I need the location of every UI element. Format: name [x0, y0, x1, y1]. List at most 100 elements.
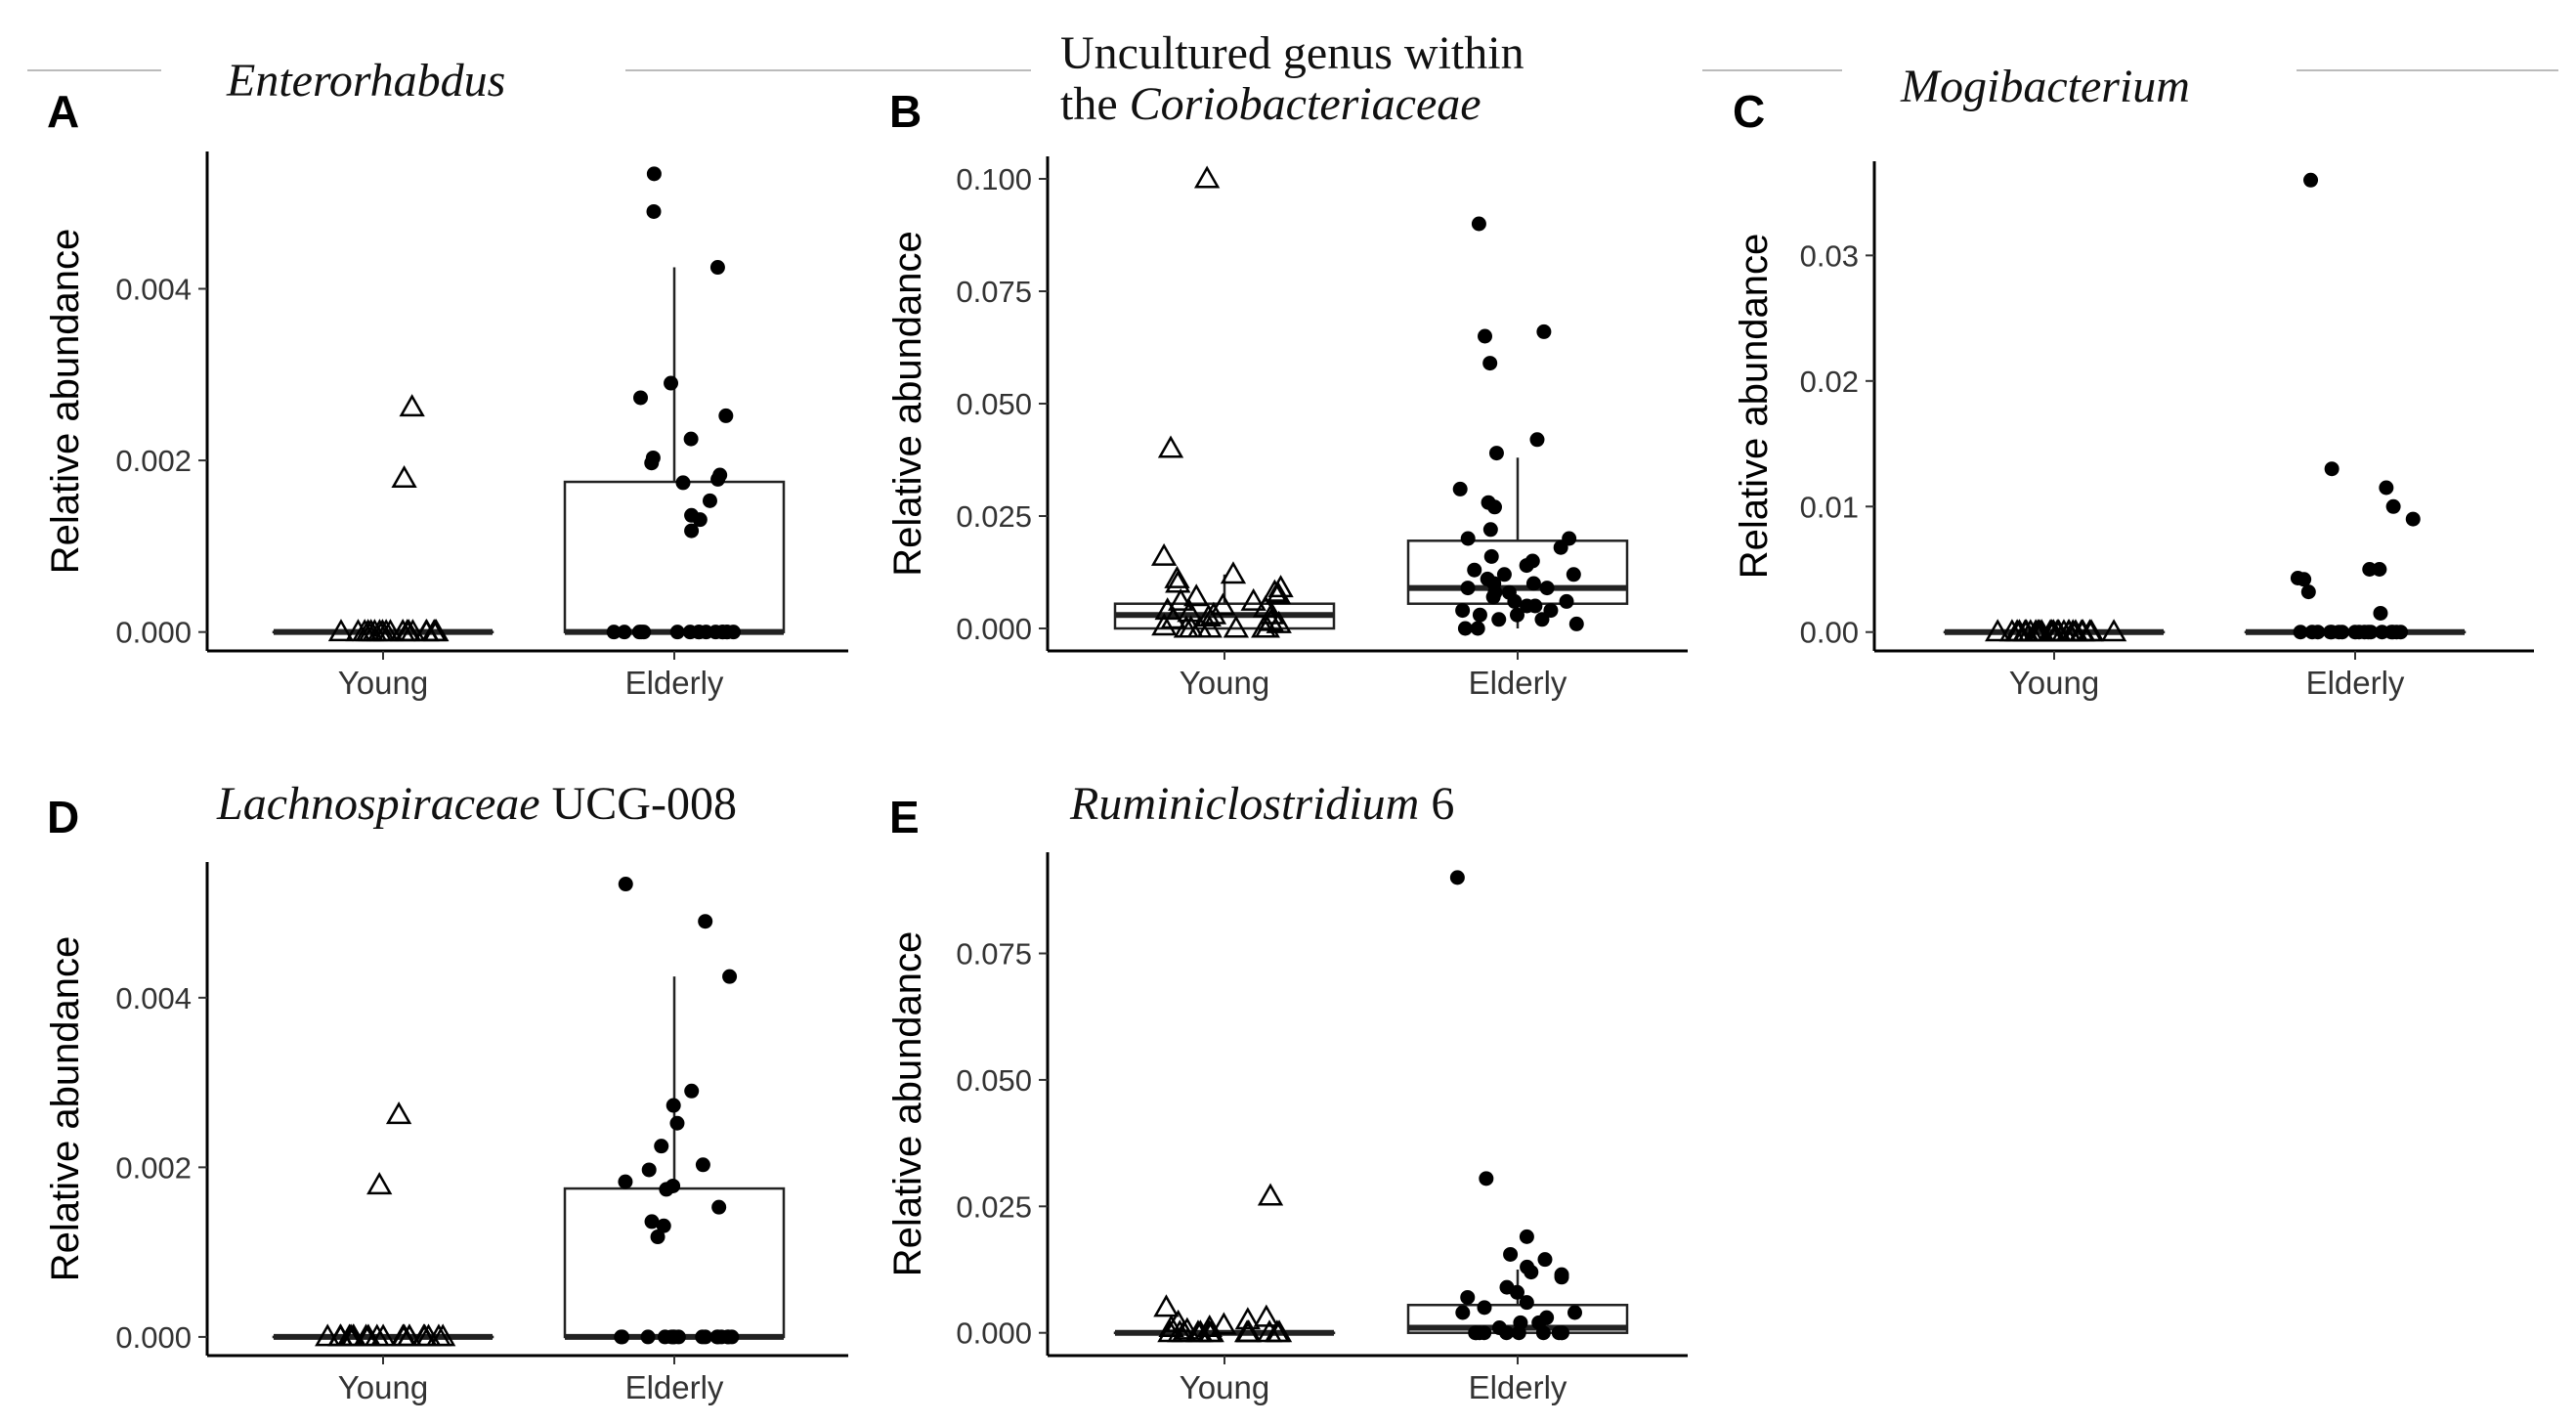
data-point-elderly: [1457, 621, 1473, 636]
panel-d: D Lachnospiraceae UCG-008 Relative abundan…: [44, 778, 848, 1405]
data-point-young: [1264, 1319, 1291, 1343]
y-axis-label: Relative abundance: [1733, 234, 1776, 580]
data-point-young: [1210, 592, 1236, 616]
data-point-young: [1253, 1304, 1279, 1327]
data-point-elderly: [1503, 1246, 1519, 1262]
data-point-elderly: [617, 625, 632, 640]
data-point-elderly: [1477, 1325, 1492, 1341]
data-point-elderly: [1460, 531, 1476, 546]
data-point-elderly: [1559, 593, 1574, 609]
data-point-young: [385, 1101, 412, 1125]
data-point-elderly: [646, 166, 662, 182]
data-point-young: [1173, 615, 1200, 638]
data-point-young: [1196, 615, 1223, 638]
data-point-elderly: [2300, 584, 2316, 600]
data-point-young: [1240, 587, 1267, 611]
data-point-young: [1235, 1319, 1262, 1343]
panel-c: C Mogibacterium Relative abundance 0.00 0.01…: [1702, 61, 2558, 701]
data-point-elderly: [711, 1199, 727, 1215]
data-point-elderly: [1509, 607, 1524, 623]
x-tick-label: Young: [338, 1369, 428, 1405]
data-point-young: [421, 619, 448, 642]
data-point-elderly: [1507, 593, 1523, 609]
y-tick-label: 0.002: [115, 1150, 192, 1185]
data-point-elderly: [618, 877, 633, 892]
data-point-elderly: [1519, 558, 1534, 574]
x-tick-label: Young: [338, 665, 428, 701]
data-point-young: [2100, 619, 2127, 642]
data-point-elderly: [702, 493, 717, 508]
data-point-elderly: [614, 1329, 629, 1345]
data-point-elderly: [664, 375, 679, 391]
x-tick-label: Elderly: [1469, 1369, 1567, 1405]
data-point-young: [1183, 583, 1210, 607]
data-point-young: [358, 619, 384, 642]
data-point-young: [1267, 575, 1294, 598]
data-point-young: [377, 619, 404, 642]
data-point-young: [391, 1323, 417, 1347]
data-point-elderly: [1488, 446, 1504, 461]
data-point-young: [1266, 610, 1292, 633]
data-point-young: [1198, 1319, 1224, 1343]
data-point-young: [425, 1323, 452, 1347]
y-tick-label: 0.050: [956, 387, 1032, 421]
data-point-elderly: [2324, 461, 2340, 477]
data-point-young: [1211, 1312, 1237, 1335]
data-point-elderly: [2347, 625, 2363, 640]
data-point-elderly: [1536, 324, 1552, 339]
data-point-young: [1174, 1316, 1200, 1340]
data-point-elderly: [618, 1174, 633, 1189]
panel-title: Lachnospiraceae UCG-008: [216, 778, 737, 830]
data-point-elderly: [2383, 625, 2399, 640]
data-point-elderly: [710, 471, 726, 487]
data-point-young: [1998, 619, 2026, 642]
data-point-young: [390, 619, 416, 642]
data-point-elderly: [1491, 612, 1507, 627]
y-tick-label: 0.025: [956, 1189, 1032, 1224]
data-point-young: [1151, 613, 1178, 636]
data-point-young: [353, 1323, 379, 1347]
data-point-young: [1262, 579, 1288, 602]
data-point-elderly: [695, 1329, 710, 1345]
panel-title-segment: the: [1060, 78, 1130, 130]
data-point-young: [340, 1323, 367, 1347]
panel-label: C: [1733, 86, 1765, 137]
y-axis-label: Relative abundance: [44, 936, 87, 1282]
data-point-young: [1234, 1307, 1262, 1330]
data-point-elderly: [1471, 216, 1486, 232]
panel-title: Ruminiclostridium 6: [1069, 778, 1454, 830]
data-point-young: [1223, 615, 1250, 638]
data-point-young: [1160, 606, 1186, 629]
data-point-elderly: [646, 203, 662, 219]
data-point-young: [1265, 581, 1292, 604]
data-point-elderly: [1529, 432, 1545, 448]
y-tick-label: 0.03: [1800, 238, 1859, 273]
data-point-elderly: [1460, 581, 1476, 596]
y-axis-label: Relative abundance: [886, 231, 929, 577]
data-point-elderly: [722, 969, 738, 984]
data-point-elderly: [1460, 1289, 1476, 1305]
data-point-elderly: [644, 455, 660, 471]
y-tick-label: 0.000: [115, 1320, 192, 1355]
panel-title-segment: Uncultured genus within: [1060, 27, 1524, 79]
data-point-elderly: [658, 1329, 673, 1345]
panel-e: E Ruminiclostridium 6 Relative abundance 0.…: [886, 778, 1688, 1405]
data-point-elderly: [718, 408, 734, 423]
data-point-young: [1168, 587, 1194, 611]
x-tick-label: Elderly: [625, 665, 724, 701]
data-point-elderly: [656, 1218, 671, 1233]
data-point-elderly: [1519, 1295, 1534, 1311]
data-point-young: [1193, 165, 1221, 189]
data-point-elderly: [1482, 356, 1498, 371]
y-tick-label: 0.075: [956, 937, 1032, 971]
data-point-elderly: [1543, 603, 1559, 619]
data-point-elderly: [1524, 1265, 1539, 1280]
panel-title: Uncultured genus within: [1060, 27, 1524, 79]
panel-label: A: [47, 86, 79, 137]
data-point-elderly: [2379, 480, 2394, 496]
data-point-elderly: [1467, 562, 1482, 578]
data-point-elderly: [1539, 581, 1555, 596]
data-point-young: [1157, 1319, 1183, 1343]
